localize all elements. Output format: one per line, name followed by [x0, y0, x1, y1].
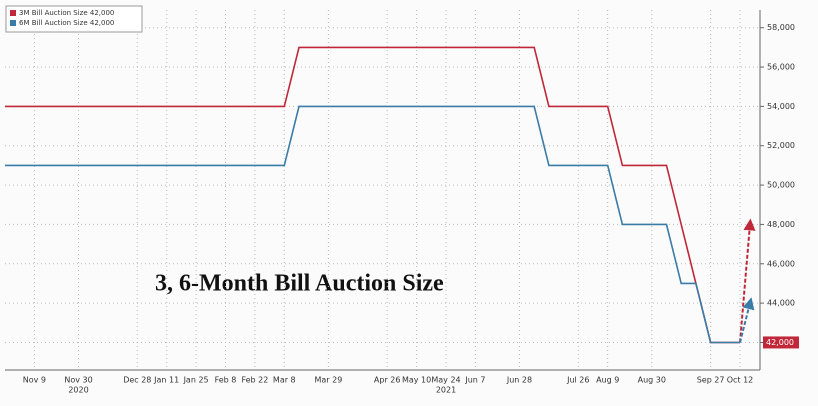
x-tick-label: Aug 9 — [596, 376, 619, 385]
y-tick-label: 50,000 — [767, 181, 795, 190]
legend-swatch — [10, 10, 16, 16]
x-tick-label: Apr 26 — [374, 376, 401, 385]
x-tick-label: Sep 27 — [697, 376, 725, 385]
y-tick-label: 58,000 — [767, 23, 795, 32]
x-tick-label: Jun 28 — [506, 376, 532, 385]
x-tick-label: May 24 — [431, 376, 460, 385]
y-tick-label: 52,000 — [767, 141, 795, 150]
x-tick-label: Mar 29 — [314, 376, 342, 385]
last-value-tag — [763, 336, 799, 349]
x-tick-label: Mar 8 — [273, 376, 296, 385]
x-tick-label: Nov 9 — [23, 376, 46, 385]
x-tick-label: Jul 26 — [566, 376, 589, 385]
y-tick-label: 54,000 — [767, 102, 795, 111]
projection-arrow — [739, 218, 756, 343]
y-tick-label: 56,000 — [767, 63, 795, 72]
series-line — [5, 105, 740, 344]
y-tick-label: 46,000 — [767, 259, 795, 268]
x-tick-label: Jan 25 — [183, 376, 209, 385]
x-tick-label: Dec 28 — [123, 376, 151, 385]
y-tick-label: 44,000 — [767, 299, 795, 308]
legend-label: 3M Bill Auction Size 42,000 — [19, 9, 114, 17]
x-tick-label: Aug 30 — [638, 376, 666, 385]
x-tick-label: Nov 30 — [64, 376, 92, 385]
year-label: 2020 — [68, 386, 88, 395]
x-tick-label: May 10 — [402, 376, 431, 385]
series-line — [5, 46, 740, 344]
chart-title: 3, 6-Month Bill Auction Size — [155, 271, 444, 297]
x-tick-label: Jan 11 — [153, 376, 179, 385]
last-value-label: 42,000 — [766, 338, 794, 347]
x-tick-label: Feb 8 — [215, 376, 237, 385]
legend-box — [5, 5, 143, 33]
legend-label: 6M Bill Auction Size 42,000 — [19, 19, 114, 27]
x-tick-label: Oct 12 — [727, 376, 754, 385]
x-tick-label: Jun 7 — [464, 376, 485, 385]
x-tick-label: Feb 22 — [241, 376, 268, 385]
projection-arrow — [739, 297, 755, 343]
legend-swatch — [10, 20, 16, 26]
year-label: 2021 — [436, 386, 456, 395]
y-tick-label: 48,000 — [767, 220, 795, 229]
